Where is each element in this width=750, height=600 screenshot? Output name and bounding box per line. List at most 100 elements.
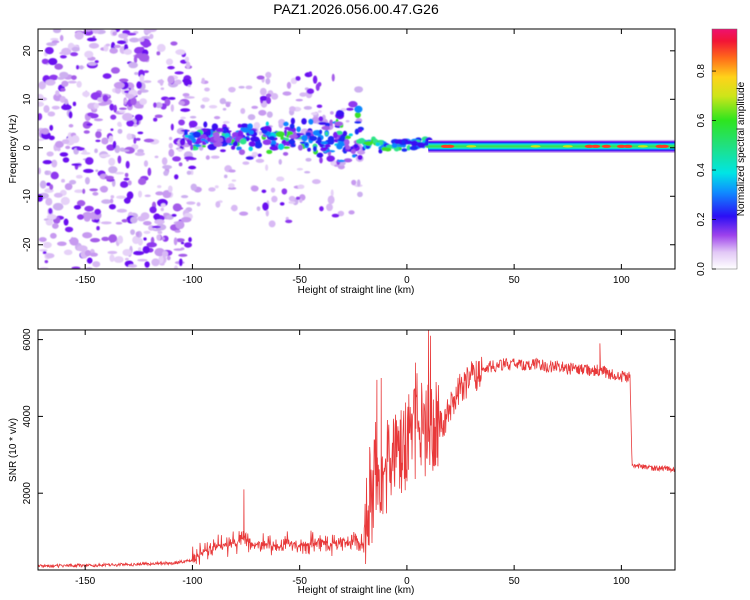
noise-blob	[109, 47, 118, 54]
colorbar-ticks: 0.0 0.2 0.4 0.6 0.8	[696, 64, 716, 276]
noise-blob	[75, 65, 80, 70]
noise-blob	[143, 237, 147, 241]
noise-blob	[155, 223, 167, 231]
top-y-tick-label: 0	[22, 145, 33, 151]
noise-blob	[357, 191, 363, 198]
noise-blob	[296, 167, 304, 171]
noise-blob	[83, 168, 94, 174]
signal-blob	[353, 143, 359, 149]
noise-blob	[74, 31, 84, 40]
noise-blob	[83, 130, 90, 134]
signal-blob	[409, 145, 419, 151]
noise-blob	[108, 234, 118, 243]
noise-blob	[305, 157, 312, 162]
noise-blob	[69, 179, 77, 185]
noise-blob	[162, 165, 173, 170]
noise-blob	[174, 229, 181, 233]
noise-blob	[295, 98, 303, 102]
noise-blob	[175, 49, 186, 55]
noise-blob	[337, 210, 345, 217]
noise-blob	[297, 184, 305, 189]
noise-blob	[282, 91, 292, 96]
bottom-y-tick-label: 6000	[22, 328, 33, 351]
noise-blob	[143, 70, 149, 74]
signal-blob	[270, 144, 276, 147]
noise-blob	[82, 149, 87, 154]
signal-blob	[404, 140, 413, 145]
noise-blob	[53, 192, 63, 198]
noise-blob	[256, 206, 261, 212]
signal-blob	[265, 121, 269, 127]
noise-blob	[109, 198, 114, 204]
signal-blob	[296, 126, 301, 133]
noise-blob	[200, 104, 206, 109]
noise-blob	[168, 148, 175, 157]
noise-blob	[118, 110, 126, 114]
noise-blob	[86, 123, 93, 127]
noise-blob	[126, 120, 135, 127]
noise-blob	[118, 123, 122, 127]
noise-blob	[187, 84, 191, 88]
signal-blob	[285, 219, 293, 224]
noise-blob	[93, 118, 104, 122]
noise-blob	[44, 46, 54, 55]
signal-blob	[352, 154, 357, 158]
signal-blob	[266, 149, 273, 155]
noise-blob	[278, 159, 282, 165]
noise-blob	[123, 48, 133, 55]
noise-blob	[178, 258, 183, 267]
noise-blob	[184, 96, 195, 99]
noise-blob	[184, 56, 190, 62]
noise-blob	[49, 124, 54, 131]
signal-blob	[396, 144, 404, 148]
signal-blob	[401, 148, 408, 152]
noise-blob	[205, 155, 210, 160]
noise-blob	[38, 101, 45, 107]
noise-blob	[231, 204, 238, 212]
noise-blob	[71, 163, 82, 166]
noise-blob	[159, 78, 164, 86]
noise-blob	[125, 32, 137, 36]
noise-blob	[63, 218, 69, 226]
signal-blob	[282, 151, 289, 156]
noise-blob	[173, 248, 184, 251]
signal-blob	[288, 134, 298, 139]
noise-blob	[196, 202, 201, 207]
signal-blob	[283, 121, 289, 127]
noise-blob	[51, 222, 59, 229]
noise-blob	[72, 101, 77, 107]
noise-blob	[117, 235, 124, 244]
colorbar-tick-label: 0.0	[696, 262, 707, 276]
noise-blob	[50, 171, 59, 180]
noise-blob	[94, 148, 98, 154]
noise-blob	[41, 58, 49, 65]
noise-blob	[38, 237, 47, 242]
noise-blob	[222, 107, 227, 111]
noise-blob	[46, 182, 51, 187]
noise-blob	[139, 74, 145, 83]
noise-blob	[143, 230, 151, 235]
signal-blob	[289, 106, 296, 112]
noise-blob	[178, 253, 188, 257]
signal-blob	[331, 213, 340, 218]
tone-hotspot	[659, 144, 669, 148]
noise-blob	[208, 105, 218, 109]
noise-blob	[119, 181, 129, 188]
noise-blob	[51, 40, 60, 44]
signal-blob	[315, 83, 320, 91]
noise-blob	[255, 158, 265, 163]
noise-blob	[110, 67, 120, 74]
bottom-y-tick-label: 2000	[22, 482, 33, 505]
noise-blob	[51, 159, 58, 168]
noise-blob	[117, 128, 123, 134]
colorbar: 0.0 0.2 0.4 0.6 0.8 Normalized spectral ampl…	[696, 28, 747, 276]
noise-blob	[348, 210, 355, 215]
noise-blob	[160, 207, 164, 212]
noise-blob	[174, 79, 182, 85]
noise-blob	[245, 85, 253, 90]
signal-blob	[345, 146, 351, 150]
noise-blob	[143, 80, 152, 83]
noise-blob	[178, 100, 185, 106]
signal-blob	[424, 140, 429, 147]
top-y-tick-label: -10	[22, 189, 33, 204]
